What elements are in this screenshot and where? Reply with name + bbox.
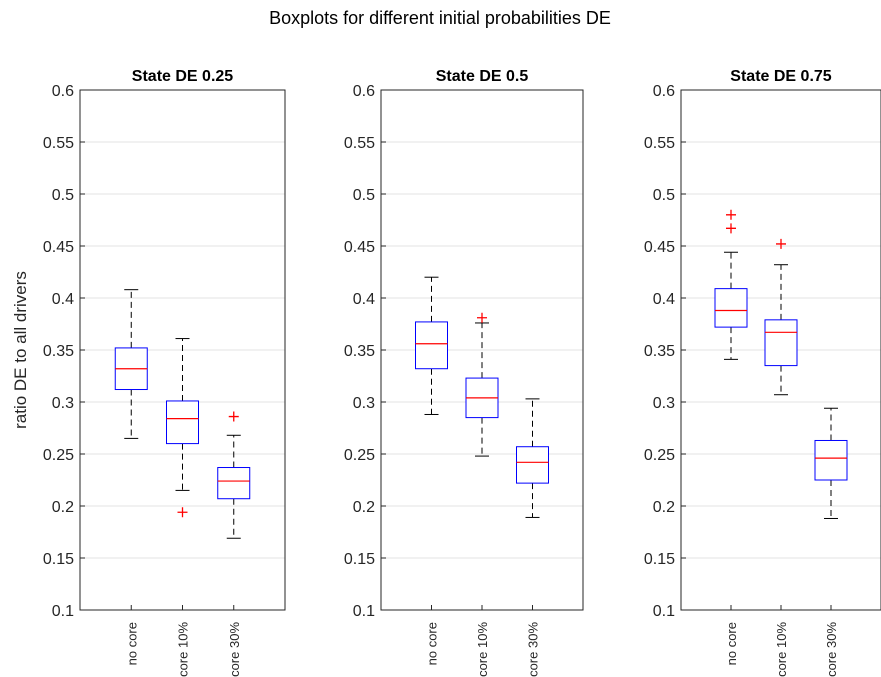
y-tick-label: 0.25 <box>644 447 675 464</box>
subplot-title: State DE 0.5 <box>436 68 529 85</box>
y-tick-label: 0.1 <box>653 603 675 620</box>
y-tick-label: 0.35 <box>644 343 675 360</box>
figure-title: Boxplots for different initial probabili… <box>269 8 611 28</box>
iqr-box <box>415 321 448 370</box>
outlier-marker <box>726 223 736 234</box>
box-core-30- <box>516 398 549 518</box>
box-core-30- <box>814 407 848 519</box>
y-tick-label: 0.4 <box>653 291 675 308</box>
x-tick-label: no core <box>724 622 739 665</box>
subplot-title: State DE 0.25 <box>132 68 233 85</box>
y-tick-label: 0.15 <box>43 551 74 568</box>
outlier-marker <box>477 312 487 323</box>
iqr-box <box>814 439 848 481</box>
y-tick-label: 0.1 <box>52 603 74 620</box>
y-tick-label: 0.4 <box>353 291 375 308</box>
y-tick-label: 0.1 <box>353 603 375 620</box>
y-axis-label: ratio DE to all drivers <box>11 271 30 429</box>
box-core-10- <box>764 238 798 396</box>
y-tick-label: 0.5 <box>653 187 675 204</box>
y-tick-label: 0.55 <box>344 135 375 152</box>
box-core-30- <box>217 411 251 539</box>
box-core-10- <box>465 312 499 457</box>
iqr-box <box>166 400 199 445</box>
y-tick-label: 0.25 <box>43 447 74 464</box>
box-no-core <box>114 289 148 439</box>
x-tick-label: core 10% <box>176 622 191 677</box>
subplot-1: 0.1 0.15 0.2 0.25 0.3 0.35 0.4 0.45 0.5 0.55 0.6 St… <box>11 68 286 677</box>
outlier-marker <box>228 411 239 422</box>
iqr-box <box>714 288 748 328</box>
iqr-box <box>764 319 798 367</box>
box-core-10- <box>166 338 199 518</box>
x-tick-label: no core <box>425 622 440 665</box>
y-tick-label: 0.5 <box>353 187 375 204</box>
y-tick-label: 0.45 <box>344 239 375 256</box>
outlier-marker <box>726 209 736 220</box>
x-tick-label: no core <box>124 622 139 665</box>
y-tick-label: 0.5 <box>52 187 74 204</box>
y-tick-label: 0.3 <box>52 395 74 412</box>
y-tick-label: 0.55 <box>644 135 675 152</box>
subplot-title: State DE 0.75 <box>730 68 831 85</box>
y-tick-label: 0.55 <box>43 135 74 152</box>
subplot-2: 0.1 0.15 0.2 0.25 0.3 0.35 0.4 0.45 0.5 0.55 0.6 St… <box>344 68 584 677</box>
y-tick-label: 0.2 <box>653 499 675 516</box>
y-tick-label: 0.15 <box>344 551 375 568</box>
iqr-box <box>217 467 251 500</box>
y-tick-label: 0.25 <box>344 447 375 464</box>
iqr-box <box>516 446 549 484</box>
x-tick-label: core 30% <box>824 622 839 677</box>
x-tick-label: core 10% <box>475 622 490 677</box>
y-tick-label: 0.4 <box>52 291 74 308</box>
y-tick-label: 0.6 <box>653 83 675 100</box>
box-no-core <box>714 209 748 360</box>
y-tick-label: 0.3 <box>353 395 375 412</box>
x-tick-label: core 10% <box>774 622 789 677</box>
y-tick-label: 0.2 <box>353 499 375 516</box>
y-tick-label: 0.3 <box>653 395 675 412</box>
y-tick-label: 0.35 <box>344 343 375 360</box>
y-tick-label: 0.45 <box>43 239 74 256</box>
y-tick-label: 0.6 <box>52 83 74 100</box>
outlier-marker <box>776 238 786 249</box>
x-tick-label: core 30% <box>227 622 242 677</box>
y-tick-label: 0.35 <box>43 343 74 360</box>
y-tick-label: 0.45 <box>644 239 675 256</box>
x-tick-label: core 30% <box>526 622 541 677</box>
y-tick-label: 0.2 <box>52 499 74 516</box>
subplot-3: 0.1 0.15 0.2 0.25 0.3 0.35 0.4 0.45 0.5 0.55 0.6 St… <box>644 68 881 677</box>
box-no-core <box>415 276 448 415</box>
outlier-marker <box>177 507 188 518</box>
y-tick-label: 0.15 <box>644 551 675 568</box>
y-tick-label: 0.6 <box>353 83 375 100</box>
